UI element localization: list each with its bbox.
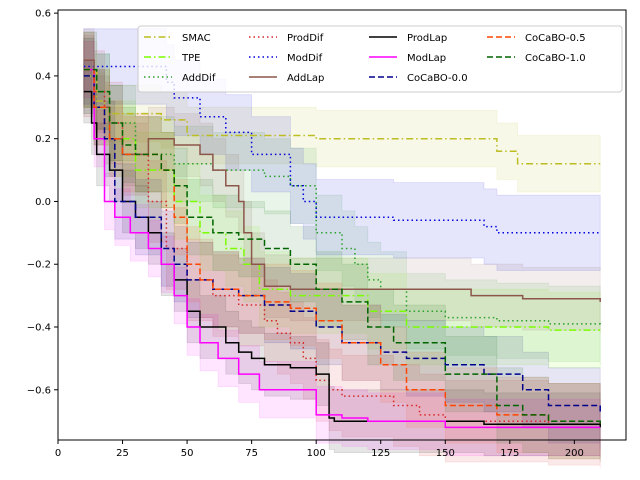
legend-label: AddDif	[182, 73, 216, 84]
series-line-smac	[83, 68, 601, 165]
series-line-prodlap	[83, 90, 601, 428]
x-tick-label: 200	[565, 448, 584, 459]
legend-label: ModLap	[407, 53, 446, 64]
legend-label: SMAC	[182, 33, 211, 44]
x-tick-label: 100	[307, 448, 326, 459]
x-tick-label: 75	[245, 448, 258, 459]
x-axis: 0 25 50 75 100 125 150 175 200	[55, 440, 584, 459]
series-line-proddif	[83, 75, 601, 428]
legend-label: CoCaBO-0.0	[407, 73, 468, 84]
legend-label: ProdDif	[287, 33, 324, 44]
series-lines	[83, 59, 601, 429]
x-tick-label: 25	[116, 448, 129, 459]
y-tick-label: −0.4	[27, 323, 51, 334]
y-tick-label: −0.2	[27, 260, 51, 271]
legend: SMAC TPE AddDif ProdDif ModDif AddLap ProdLap M…	[137, 25, 623, 93]
series-line-moddif	[83, 65, 601, 234]
series-line-cocabo-1-0	[83, 68, 601, 425]
legend-label: CoCaBO-1.0	[525, 53, 586, 64]
x-tick-label: 0	[55, 448, 61, 459]
legend-label: ModDif	[287, 53, 323, 64]
legend-label: CoCaBO-0.5	[525, 33, 586, 44]
legend-box	[137, 25, 623, 93]
y-tick-label: 0.4	[35, 71, 51, 82]
legend-label: AddLap	[287, 73, 324, 84]
band-cocabo-1-0	[83, 31, 601, 462]
y-axis: −0.6 −0.4 −0.2 0.0 0.2 0.4 0.6	[27, 9, 58, 396]
band-addlap	[83, 28, 601, 334]
band-adddif	[83, 31, 601, 365]
series-line-cocabo-0-0	[83, 75, 601, 412]
x-tick-label: 150	[436, 448, 455, 459]
y-tick-label: 0.6	[35, 9, 51, 20]
band-modlap	[83, 41, 601, 457]
y-tick-label: 0.0	[35, 197, 51, 208]
legend-label: ProdLap	[407, 33, 447, 44]
y-tick-label: −0.6	[27, 385, 51, 396]
x-tick-label: 125	[371, 448, 390, 459]
x-tick-label: 50	[181, 448, 194, 459]
x-tick-label: 175	[500, 448, 519, 459]
y-tick-label: 0.2	[35, 134, 51, 145]
plot-frame	[57, 9, 627, 441]
legend-label: TPE	[181, 53, 200, 64]
series-line-modlap	[83, 68, 601, 429]
